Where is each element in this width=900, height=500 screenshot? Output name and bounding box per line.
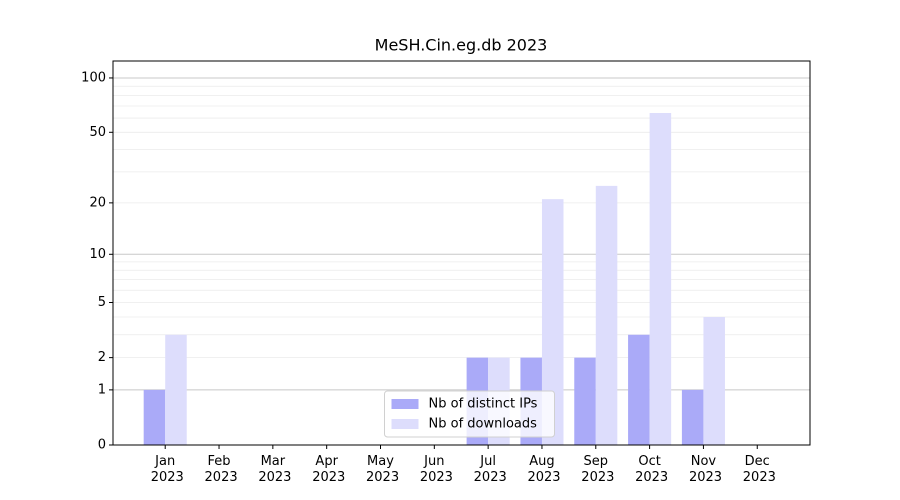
y-tick-label: 10 xyxy=(89,247,106,262)
x-tick-label: Jul 2023 xyxy=(470,454,507,485)
x-tick-label: Dec 2023 xyxy=(739,454,776,485)
y-tick-label: 20 xyxy=(89,195,106,210)
bar xyxy=(595,185,618,445)
bar xyxy=(703,317,725,445)
y-tick-label: 50 xyxy=(89,125,106,140)
bar xyxy=(541,199,564,445)
x-tick-label: Nov 2023 xyxy=(685,454,722,485)
x-tick-label: Jun 2023 xyxy=(416,454,453,485)
bar xyxy=(574,357,596,445)
bar xyxy=(628,334,650,445)
chart-title: MeSH.Cin.eg.db 2023 xyxy=(375,36,548,55)
x-tick-label: Mar 2023 xyxy=(254,454,291,485)
bar xyxy=(681,389,704,445)
plot-frame xyxy=(112,60,811,446)
legend-box xyxy=(384,390,555,438)
bar xyxy=(649,113,672,446)
legend-label: Nb of distinct IPs xyxy=(429,397,538,412)
legend: Nb of distinct IPs Nb of downloads xyxy=(384,390,555,438)
legend-swatch xyxy=(391,419,419,429)
x-tick-label: Oct 2023 xyxy=(631,454,668,485)
x-tick-label: Aug 2023 xyxy=(523,454,560,485)
x-tick-label: Jan 2023 xyxy=(147,454,184,485)
y-tick-label: 1 xyxy=(98,382,106,397)
bar xyxy=(165,334,187,445)
legend-label: Nb of downloads xyxy=(429,417,538,432)
x-tick-label: Feb 2023 xyxy=(200,454,237,485)
y-tick-label: 0 xyxy=(98,438,106,453)
bar xyxy=(143,389,166,445)
legend-swatch xyxy=(391,399,419,409)
x-tick-label: May 2023 xyxy=(362,454,399,485)
y-tick-label: 100 xyxy=(81,70,106,85)
x-tick-label: Apr 2023 xyxy=(308,454,345,485)
x-tick-label: Sep 2023 xyxy=(577,454,614,485)
y-tick-label: 2 xyxy=(98,350,106,365)
y-tick-label: 5 xyxy=(98,295,106,310)
